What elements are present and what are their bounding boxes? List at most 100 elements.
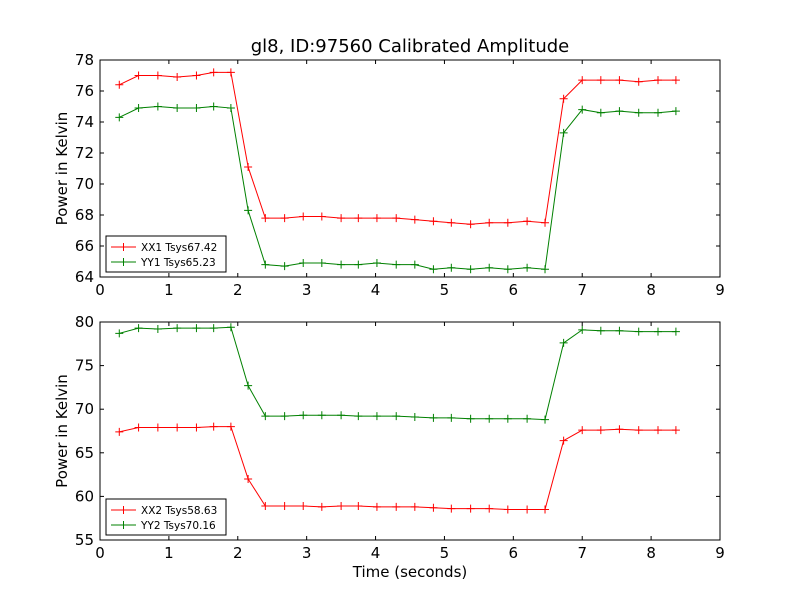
plot-2: 0 1 2 3 4 5 6 7 8 9 55 60 65 70 75 80 Power in Kelvin Tim… <box>53 313 725 581</box>
series-1 <box>115 68 680 229</box>
chart-title: gl8, ID:97560 Calibrated Amplitude <box>251 36 570 57</box>
data-point <box>280 214 289 223</box>
data-point <box>226 68 235 77</box>
x-axis-label: Time (seconds) <box>352 563 468 581</box>
y-tick-label: 68 <box>75 206 94 224</box>
y-tick-label: 80 <box>75 313 94 331</box>
data-point <box>115 113 124 122</box>
data-point <box>654 426 662 435</box>
data-point <box>244 381 253 390</box>
data-point <box>337 411 346 420</box>
series-1 <box>115 422 680 514</box>
data-point <box>317 502 326 511</box>
data-point <box>354 214 363 223</box>
data-point <box>261 412 270 421</box>
data-point <box>523 414 532 423</box>
data-point <box>299 212 308 221</box>
x-tick-label: 8 <box>646 281 656 299</box>
data-point <box>134 423 143 432</box>
data-point <box>317 259 326 268</box>
legend-box <box>105 498 227 536</box>
data-point <box>615 76 624 85</box>
data-point <box>392 412 401 421</box>
data-point <box>447 504 456 513</box>
legend: XX2 Tsys58.63 YY2 Tsys70.16 <box>105 498 227 536</box>
data-point <box>372 412 381 421</box>
data-point <box>173 423 182 432</box>
data-point <box>578 426 587 435</box>
data-point <box>634 108 643 117</box>
y-tick-label: 72 <box>75 144 94 162</box>
data-point <box>671 76 680 85</box>
data-point <box>634 327 643 336</box>
data-point <box>134 71 143 80</box>
data-point <box>596 326 605 335</box>
data-point <box>299 501 308 510</box>
y-tick-label: 74 <box>75 113 94 131</box>
legend-marker <box>119 243 128 251</box>
data-point <box>485 218 494 227</box>
legend-label: XX1 Tsys67.42 <box>141 242 217 254</box>
data-point <box>615 326 624 335</box>
data-point <box>244 206 253 215</box>
data-point <box>503 218 512 227</box>
data-point <box>280 262 289 271</box>
data-point <box>596 76 605 85</box>
data-point <box>634 77 643 86</box>
x-tick-label: 1 <box>164 281 174 299</box>
x-tick-label: 0 <box>95 281 105 299</box>
data-point <box>372 214 381 223</box>
data-point <box>244 474 253 483</box>
data-point <box>173 324 182 333</box>
data-point <box>280 412 289 421</box>
data-point <box>354 412 363 421</box>
data-point <box>134 104 143 113</box>
data-point <box>615 425 624 434</box>
x-tick-label: 1 <box>164 544 174 562</box>
series-2 <box>115 102 680 274</box>
legend: XX1 Tsys67.42 YY1 Tsys65.23 <box>105 235 227 273</box>
data-point <box>447 218 456 227</box>
legend-label: XX2 Tsys58.63 <box>141 505 217 517</box>
data-point <box>226 422 235 431</box>
data-point <box>429 265 438 274</box>
data-point <box>485 414 494 423</box>
data-point <box>192 324 201 333</box>
data-point <box>559 338 568 347</box>
data-point <box>115 427 124 436</box>
x-tick-label: 4 <box>371 281 381 299</box>
data-point <box>209 324 218 333</box>
data-point <box>523 505 532 514</box>
data-point <box>192 423 201 432</box>
data-point <box>192 104 201 113</box>
data-point <box>485 504 494 513</box>
data-point <box>372 259 381 268</box>
y-tick-label: 78 <box>75 51 94 69</box>
x-tick-label: 7 <box>577 544 587 562</box>
data-point <box>541 265 550 274</box>
data-point <box>317 411 326 420</box>
data-point <box>654 327 662 336</box>
data-point <box>503 265 512 274</box>
legend-label: YY1 Tsys65.23 <box>140 257 216 269</box>
legend-box <box>105 235 227 273</box>
data-point <box>485 263 494 272</box>
data-point <box>671 107 680 116</box>
data-point <box>115 329 124 338</box>
data-point <box>671 327 680 336</box>
x-tick-label: 8 <box>646 544 656 562</box>
legend-marker <box>119 258 128 266</box>
data-point <box>410 260 419 269</box>
data-point <box>523 263 532 272</box>
data-point <box>559 128 568 137</box>
data-point <box>153 324 162 333</box>
x-tick-label: 9 <box>715 544 725 562</box>
y-tick-label: 66 <box>75 237 94 255</box>
y-axis-label: Power in Kelvin <box>53 112 71 226</box>
data-point <box>429 413 438 422</box>
y-tick-label: 75 <box>75 357 94 375</box>
data-point <box>173 104 182 113</box>
data-point <box>226 323 235 332</box>
data-point <box>134 324 143 333</box>
